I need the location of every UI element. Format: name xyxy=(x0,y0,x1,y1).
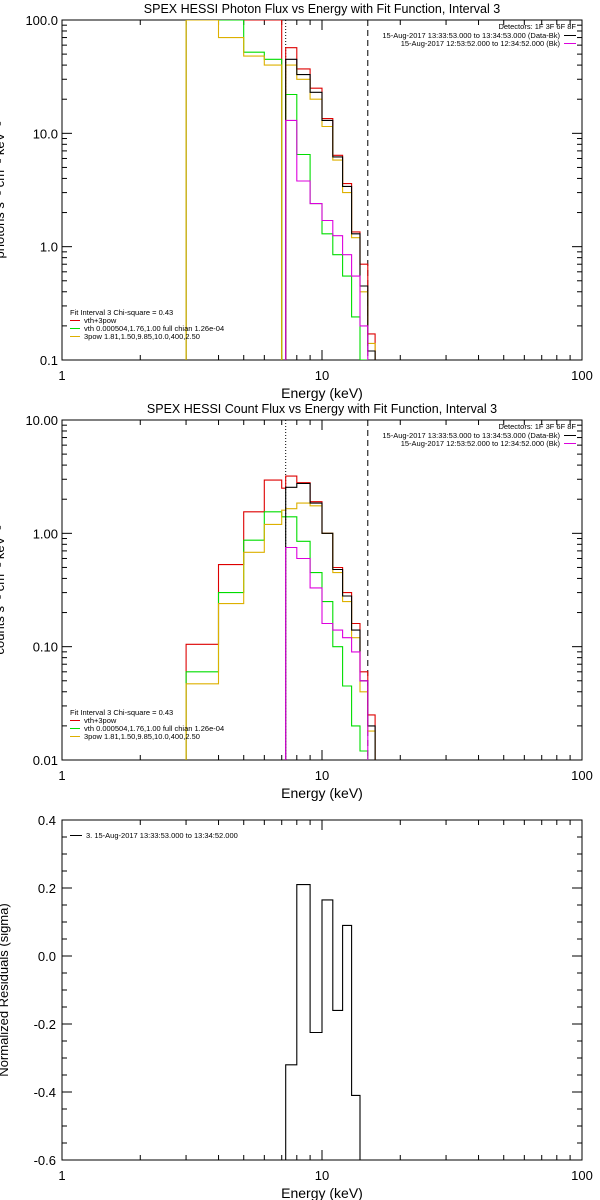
chart-title: SPEX HESSI Photon Flux vs Energy with Fi… xyxy=(144,2,500,16)
legend-detectors: Detectors: 1F 3F 6F 8F xyxy=(498,422,576,431)
y-axis-label: photons s⁻¹ cm⁻² keV⁻¹ xyxy=(0,121,7,259)
legend-entry-text: 3pow 1.81,1.50,9.85,10.0,400,2.50 xyxy=(84,332,200,341)
y-tick-label: -0.4 xyxy=(34,1085,56,1100)
series-line xyxy=(185,20,376,360)
x-tick-label: 1 xyxy=(58,368,65,383)
chart-panel-2: SPEX HESSI Count Flux vs Energy with Fit… xyxy=(0,402,593,801)
y-axis-label: Normalized Residuals (sigma) xyxy=(0,903,11,1076)
legend-entry-text: 3. 15-Aug-2017 13:33:53.000 to 13:34:52.… xyxy=(86,831,238,840)
x-tick-label: 100 xyxy=(571,768,593,783)
y-tick-label: 1.00 xyxy=(33,526,58,541)
legend-entry-text: 15-Aug-2017 12:53:52.000 to 12:34:52.000… xyxy=(401,39,561,48)
x-tick-label: 1 xyxy=(58,1168,65,1183)
x-tick-label: 10 xyxy=(315,768,329,783)
x-tick-label: 100 xyxy=(571,1168,593,1183)
y-tick-label: 0.4 xyxy=(38,813,56,828)
x-axis-label: Energy (keV) xyxy=(281,785,363,801)
y-tick-label: -0.6 xyxy=(34,1153,56,1168)
chart-panel-1: SPEX HESSI Photon Flux vs Energy with Fi… xyxy=(0,2,593,401)
y-tick-label: 1.0 xyxy=(40,240,58,255)
x-axis-label: Energy (keV) xyxy=(281,1185,363,1200)
series-line xyxy=(285,884,361,1160)
series-line xyxy=(185,475,376,760)
series-layer xyxy=(185,20,376,360)
y-tick-label: 0.0 xyxy=(38,949,56,964)
series-line xyxy=(285,119,369,360)
y-tick-label: 10.0 xyxy=(33,126,58,141)
series-line xyxy=(285,58,376,360)
legend-header: Fit Interval 3 Chi-square = 0.43 xyxy=(70,308,173,317)
series-layer xyxy=(285,884,361,1160)
legend-entry-text: vth+3pow xyxy=(84,316,117,325)
y-axis-label: counts s⁻¹ cm⁻² keV⁻¹ xyxy=(0,525,7,655)
x-tick-label: 100 xyxy=(571,368,593,383)
series-line xyxy=(185,502,376,760)
series-line xyxy=(185,511,369,760)
x-tick-label: 10 xyxy=(315,368,329,383)
series-line xyxy=(185,20,376,360)
legend-entry-text: vth+3pow xyxy=(84,716,117,725)
x-tick-label: 1 xyxy=(58,768,65,783)
y-tick-label: 0.2 xyxy=(38,881,56,896)
series-layer xyxy=(185,475,376,760)
legend-entry-text: 3pow 1.81,1.50,9.85,10.0,400,2.50 xyxy=(84,732,200,741)
y-tick-label: 10.00 xyxy=(25,413,58,428)
legend-detectors: Detectors: 1F 3F 6F 8F xyxy=(498,22,576,31)
series-line xyxy=(285,546,369,760)
series-line xyxy=(285,482,376,760)
y-tick-label: 100.0 xyxy=(25,13,58,28)
y-tick-label: 0.1 xyxy=(40,353,58,368)
legend-entry-text: vth 0.000504,1.76,1.00 full chian 1.26e-… xyxy=(84,324,224,333)
y-tick-label: 0.10 xyxy=(33,640,58,655)
legend-entry-text: vth 0.000504,1.76,1.00 full chian 1.26e-… xyxy=(84,724,224,733)
legend-header: Fit Interval 3 Chi-square = 0.43 xyxy=(70,708,173,717)
legend-entry-text: 15-Aug-2017 12:53:52.000 to 12:34:52.000… xyxy=(401,439,561,448)
x-tick-label: 10 xyxy=(315,1168,329,1183)
y-tick-label: 0.01 xyxy=(33,753,58,768)
x-axis-label: Energy (keV) xyxy=(281,385,363,401)
series-line xyxy=(185,20,368,360)
chart-panel-3: 1 10 100 Energy (keV) -0.6 -0.4 -0.2 0.0 0.2 0.4 N… xyxy=(0,813,593,1200)
y-tick-label: -0.2 xyxy=(34,1017,56,1032)
chart-title: SPEX HESSI Count Flux vs Energy with Fit… xyxy=(147,402,497,416)
legend-entry-text: 15-Aug-2017 13:33:53.000 to 13:34:53.000… xyxy=(382,31,560,40)
legend-entry-text: 15-Aug-2017 13:33:53.000 to 13:34:53.000… xyxy=(382,431,560,440)
